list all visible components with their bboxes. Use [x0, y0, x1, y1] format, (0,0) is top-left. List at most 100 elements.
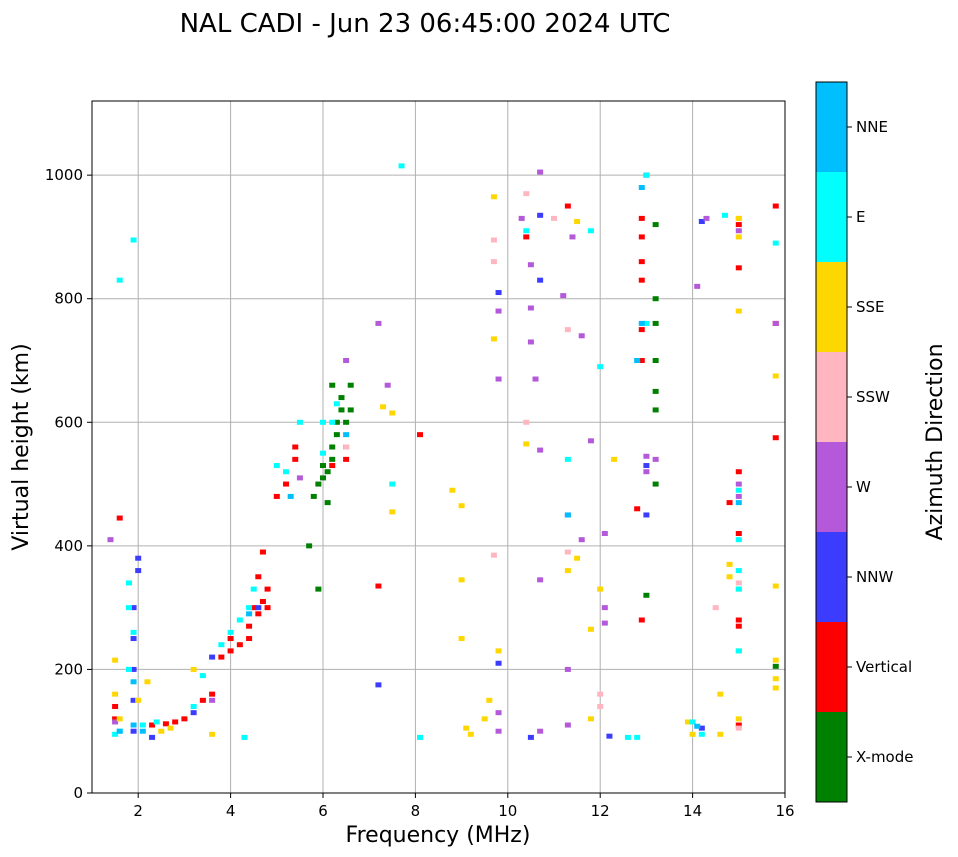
data-point: [569, 234, 576, 240]
data-point: [495, 290, 502, 296]
data-point: [398, 163, 405, 169]
data-point: [287, 493, 294, 499]
data-point: [241, 734, 248, 740]
data-point: [772, 373, 779, 379]
data-point: [712, 605, 719, 611]
data-point: [735, 500, 742, 506]
data-point: [264, 586, 271, 592]
data-point: [458, 503, 465, 509]
data-point: [112, 719, 119, 725]
data-point: [698, 218, 705, 224]
data-point: [130, 636, 137, 642]
x-axis-label: Frequency (MHz): [346, 823, 531, 848]
data-point: [537, 447, 544, 453]
data-point: [255, 574, 262, 580]
data-point: [652, 320, 659, 326]
data-point: [772, 663, 779, 669]
data-point: [227, 636, 234, 642]
data-point: [167, 725, 174, 731]
x-tick-label: 10: [498, 802, 517, 820]
data-point: [130, 237, 137, 243]
data-point: [643, 512, 650, 518]
series-x-mode: [306, 222, 779, 669]
series-sse: [112, 194, 779, 737]
data-point: [315, 586, 322, 592]
data-point: [296, 419, 303, 425]
data-point: [490, 259, 497, 265]
colorbar-swatch: [816, 622, 847, 712]
data-point: [389, 481, 396, 487]
data-point: [495, 376, 502, 382]
data-point: [643, 453, 650, 459]
colorbar-swatch: [816, 532, 847, 622]
data-point: [638, 358, 645, 363]
data-point: [112, 657, 119, 663]
data-point: [735, 234, 742, 240]
data-point: [726, 500, 733, 506]
data-point: [638, 215, 645, 221]
data-point: [490, 336, 497, 342]
data-point: [329, 382, 336, 388]
data-point: [597, 586, 604, 592]
data-point: [343, 444, 350, 450]
colorbar-frame: [815, 81, 848, 803]
data-point: [726, 574, 733, 580]
data-point: [227, 629, 234, 635]
data-point: [320, 450, 326, 456]
colorbar-label-item: Vertical: [856, 658, 912, 676]
data-point: [246, 623, 253, 629]
data-point: [689, 731, 696, 737]
data-point: [564, 666, 571, 672]
data-point: [162, 721, 169, 727]
data-point: [717, 731, 724, 737]
data-point: [130, 697, 137, 703]
data-point: [264, 605, 271, 611]
data-point: [735, 537, 742, 543]
data-point: [495, 660, 502, 666]
data-point: [116, 716, 123, 722]
data-point: [518, 215, 525, 221]
data-point: [537, 277, 544, 283]
data-point: [338, 407, 345, 413]
data-point: [694, 723, 701, 729]
data-point: [601, 531, 608, 536]
data-point: [384, 382, 391, 388]
data-point: [259, 549, 266, 555]
colorbar-swatch: [816, 82, 847, 172]
data-point: [347, 407, 354, 413]
data-point: [458, 636, 465, 642]
y-tick-label: 1000: [45, 166, 83, 184]
data-point: [772, 583, 779, 589]
y-axis-ticks: 0 200 400 600 800 1000: [45, 166, 92, 802]
data-point: [209, 691, 216, 697]
data-point: [523, 234, 530, 240]
data-point: [523, 419, 530, 425]
data-point: [107, 537, 114, 543]
data-point: [495, 728, 502, 734]
data-point: [486, 697, 493, 703]
data-point: [495, 648, 502, 654]
data-point: [375, 320, 382, 326]
data-point: [255, 611, 262, 617]
data-point: [537, 169, 544, 175]
data-point: [209, 654, 216, 660]
data-point: [181, 716, 188, 722]
data-point: [772, 435, 779, 441]
data-point: [144, 679, 151, 685]
data-point: [527, 305, 534, 311]
data-point: [236, 642, 243, 648]
data-point: [574, 555, 581, 561]
data-point: [735, 493, 742, 499]
data-point: [652, 358, 659, 363]
data-point: [735, 308, 742, 314]
data-point: [130, 666, 137, 672]
data-point: [125, 666, 132, 672]
data-point: [684, 719, 691, 725]
data-point: [246, 605, 253, 611]
data-point: [250, 605, 257, 611]
data-point: [296, 475, 303, 481]
data-point: [597, 364, 604, 370]
data-point: [564, 456, 571, 462]
data-point: [643, 172, 650, 178]
y-tick-label: 200: [54, 660, 83, 678]
